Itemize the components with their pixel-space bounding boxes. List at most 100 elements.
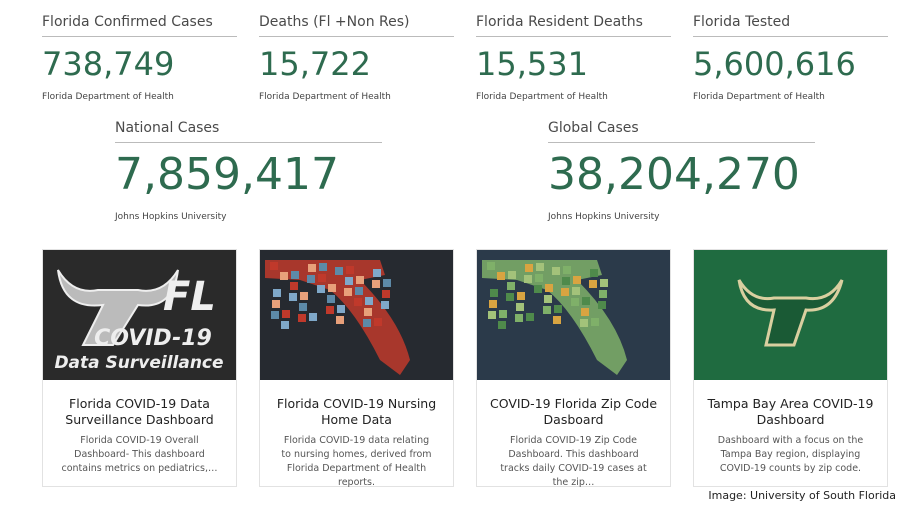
map-cell bbox=[355, 287, 363, 295]
map-cell bbox=[498, 321, 506, 329]
stat-source: Florida Department of Health bbox=[42, 92, 174, 102]
map-cell bbox=[489, 300, 497, 308]
stat-title: Deaths (Fl +Non Res) bbox=[259, 14, 454, 37]
map-cell bbox=[281, 321, 289, 329]
map-cell bbox=[600, 279, 608, 287]
card-title: Tampa Bay Area COVID-19 Dashboard bbox=[707, 396, 874, 427]
map-cell bbox=[517, 292, 525, 300]
dashboard-card[interactable]: FL COVID-19 Data Surveillance Florida COVID… bbox=[42, 249, 237, 487]
map-cell bbox=[563, 266, 571, 274]
stat-source: Florida Department of Health bbox=[476, 92, 608, 102]
map-cell bbox=[572, 287, 580, 295]
map-cell bbox=[525, 264, 533, 272]
map-cell bbox=[319, 263, 327, 271]
stat-value: 15,722 bbox=[259, 45, 371, 83]
map-cell bbox=[554, 305, 562, 313]
stat-tile: National Cases 7,859,417 Johns Hopkins Uni… bbox=[115, 120, 382, 222]
map-cell bbox=[309, 313, 317, 321]
stat-source: Johns Hopkins University bbox=[548, 212, 660, 222]
map-cell bbox=[590, 269, 598, 277]
image-text: COVID-19 bbox=[94, 326, 212, 351]
map-cell bbox=[524, 275, 532, 283]
image-credit: Image: University of South Florida bbox=[708, 489, 896, 502]
stat-source: Florida Department of Health bbox=[693, 92, 825, 102]
card-title: COVID-19 Florida Zip Code Dasboard bbox=[489, 396, 658, 427]
map-cell bbox=[526, 313, 534, 321]
stat-source: Johns Hopkins University bbox=[115, 212, 227, 222]
dashboard-card[interactable]: Tampa Bay Area COVID-19 Dashboard Dashboa… bbox=[693, 249, 888, 487]
map-cell bbox=[589, 280, 597, 288]
stat-title: Florida Confirmed Cases bbox=[42, 14, 237, 37]
map-cell bbox=[591, 318, 599, 326]
map-cell bbox=[490, 289, 498, 297]
map-cell bbox=[561, 288, 569, 296]
map-cell bbox=[364, 308, 372, 316]
bull-logo bbox=[57, 269, 179, 346]
map-cell bbox=[545, 284, 553, 292]
stat-title: Global Cases bbox=[548, 120, 815, 143]
image-text: FL bbox=[163, 274, 216, 320]
map-cell bbox=[345, 277, 353, 285]
card-image bbox=[694, 250, 887, 380]
map-cell bbox=[543, 306, 551, 314]
stat-value: 38,204,270 bbox=[548, 149, 800, 200]
map-cell bbox=[372, 280, 380, 288]
card-description: Florida COVID-19 data relating to nursin… bbox=[281, 435, 432, 488]
map-cell bbox=[300, 292, 308, 300]
stat-value: 738,749 bbox=[42, 45, 175, 83]
florida-map bbox=[265, 260, 410, 375]
map-cell bbox=[280, 272, 288, 280]
map-cell bbox=[291, 271, 299, 279]
map-cell bbox=[553, 316, 561, 324]
card-image bbox=[260, 250, 453, 380]
map-cell bbox=[335, 267, 343, 275]
stat-title: National Cases bbox=[115, 120, 382, 143]
map-cell bbox=[571, 298, 579, 306]
map-cell bbox=[317, 285, 325, 293]
card-description: Florida COVID-19 Zip Code Dashboard. Thi… bbox=[500, 435, 647, 488]
dashboard-card[interactable]: COVID-19 Florida Zip Code Dasboard Florid… bbox=[476, 249, 671, 488]
map-cell bbox=[307, 275, 315, 283]
bull-logo bbox=[737, 279, 844, 347]
map-cell bbox=[289, 293, 297, 301]
map-cell bbox=[373, 269, 381, 277]
map-cell bbox=[326, 306, 334, 314]
stat-value: 5,600,616 bbox=[693, 45, 856, 83]
map-cell bbox=[273, 289, 281, 297]
map-cell bbox=[552, 267, 560, 275]
map-cell bbox=[308, 264, 316, 272]
map-cell bbox=[544, 295, 552, 303]
map-cell bbox=[337, 305, 345, 313]
stat-tile: Florida Resident Deaths 15,531 Florida Dep… bbox=[476, 14, 671, 102]
stat-title: Florida Tested bbox=[693, 14, 888, 37]
map-cell bbox=[356, 276, 364, 284]
map-cell bbox=[271, 311, 279, 319]
map-cell bbox=[534, 285, 542, 293]
stat-tile: Global Cases 38,204,270 Johns Hopkins Univ… bbox=[548, 120, 815, 222]
image-bg bbox=[43, 250, 236, 380]
map-cell bbox=[374, 318, 382, 326]
stat-source: Florida Department of Health bbox=[259, 92, 391, 102]
map-cell bbox=[573, 276, 581, 284]
map-cell bbox=[507, 282, 515, 290]
map-cell bbox=[272, 300, 280, 308]
map-cell bbox=[290, 282, 298, 290]
stat-tile: Florida Tested 5,600,616 Florida Departmen… bbox=[693, 14, 888, 102]
stat-tile: Florida Confirmed Cases 738,749 Florida De… bbox=[42, 14, 237, 102]
map-cell bbox=[382, 290, 390, 298]
map-cell bbox=[270, 262, 278, 270]
map-cell bbox=[299, 303, 307, 311]
stat-value: 7,859,417 bbox=[115, 149, 339, 200]
map-cell bbox=[346, 266, 354, 274]
card-title: Florida COVID-19 Nursing Home Data bbox=[276, 396, 437, 427]
map-cell bbox=[381, 301, 389, 309]
card-description: Florida COVID-19 Overall Dashboard- This… bbox=[61, 435, 218, 474]
image-text: Data Surveillance bbox=[54, 353, 223, 373]
map-cell bbox=[488, 311, 496, 319]
map-cell bbox=[336, 316, 344, 324]
stat-tile: Deaths (Fl +Non Res) 15,722 Florida Depart… bbox=[259, 14, 454, 102]
map-cell bbox=[499, 310, 507, 318]
dashboard-card[interactable]: Florida COVID-19 Nursing Home Data Florid… bbox=[259, 249, 454, 488]
map-cell bbox=[581, 308, 589, 316]
